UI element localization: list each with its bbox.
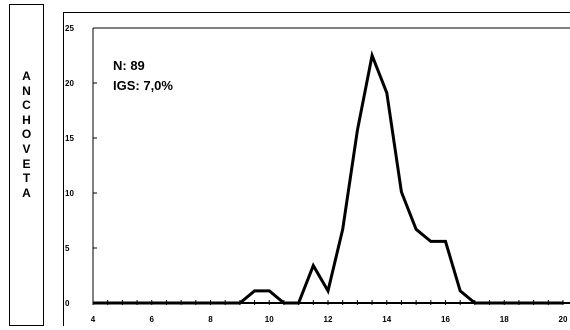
species-letter: O [21, 127, 32, 142]
species-letter: T [22, 171, 31, 186]
species-letter: H [22, 112, 31, 127]
series-marks [92, 50, 564, 305]
x-tick-label: 18 [500, 315, 509, 324]
species-letter: V [22, 141, 31, 156]
x-tick-label: 12 [324, 315, 333, 324]
x-tick-label: 16 [441, 315, 450, 324]
y-tick-label: 20 [65, 79, 74, 88]
x-tick-label: 20 [559, 315, 568, 324]
x-tick-label: 4 [91, 315, 96, 324]
y-tick-label: 0 [65, 299, 70, 308]
species-letter: E [22, 156, 31, 171]
species-letter: A [22, 69, 31, 83]
plot-border [92, 27, 570, 303]
igs-annotation: IGS: 7,0% [113, 78, 173, 93]
y-tick-label: 25 [65, 24, 74, 33]
x-tick-label: 8 [208, 315, 213, 324]
x-tick-label: 14 [382, 315, 391, 324]
sample-size-annotation: N: 89 [113, 58, 145, 73]
x-tick-label: 10 [265, 315, 274, 324]
y-tick-label: 5 [65, 244, 70, 253]
species-letter: C [22, 98, 31, 113]
x-tick-label: 6 [150, 315, 155, 324]
y-tick-label: 15 [65, 134, 74, 143]
chart-frame [63, 12, 570, 326]
species-letter: N [22, 83, 31, 98]
species-letter: A [22, 185, 31, 200]
y-tick-label: 10 [65, 189, 74, 198]
